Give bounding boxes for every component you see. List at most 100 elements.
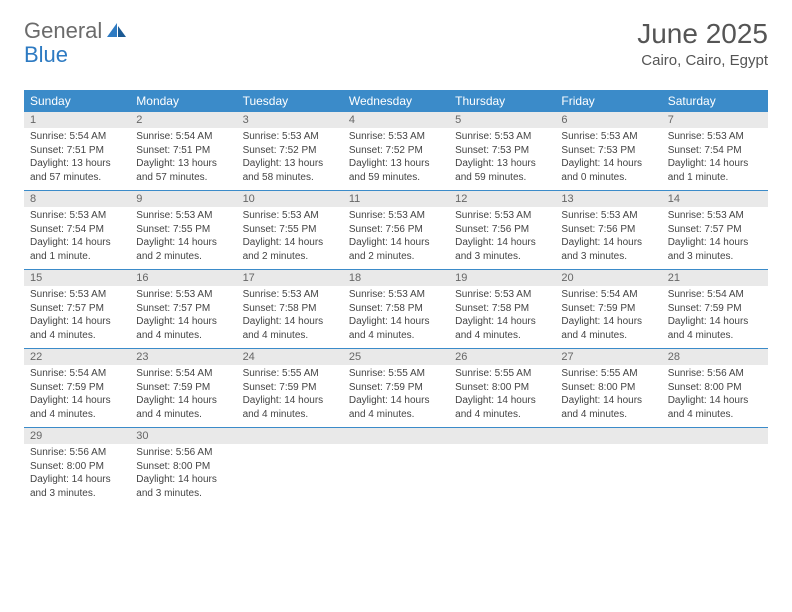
daylight-line: Daylight: 14 hours and 2 minutes.	[136, 236, 230, 263]
day-cell: Sunrise: 5:56 AMSunset: 8:00 PMDaylight:…	[24, 444, 130, 506]
day-number: 18	[343, 270, 449, 286]
day-number: 7	[662, 112, 768, 128]
sunrise-line: Sunrise: 5:53 AM	[668, 209, 762, 223]
day-header-friday: Friday	[555, 90, 661, 112]
sunrise-line: Sunrise: 5:54 AM	[668, 288, 762, 302]
sunset-line: Sunset: 7:58 PM	[349, 302, 443, 316]
sunrise-line: Sunrise: 5:53 AM	[243, 209, 337, 223]
sunrise-line: Sunrise: 5:53 AM	[30, 209, 124, 223]
sunrise-line: Sunrise: 5:53 AM	[349, 130, 443, 144]
daylight-line: Daylight: 14 hours and 3 minutes.	[668, 236, 762, 263]
day-cell	[662, 444, 768, 506]
daylight-line: Daylight: 14 hours and 0 minutes.	[561, 157, 655, 184]
sunrise-line: Sunrise: 5:55 AM	[455, 367, 549, 381]
sunset-line: Sunset: 8:00 PM	[455, 381, 549, 395]
day-number: 3	[237, 112, 343, 128]
day-cell: Sunrise: 5:53 AMSunset: 7:55 PMDaylight:…	[130, 207, 236, 269]
sunset-line: Sunset: 7:51 PM	[30, 144, 124, 158]
calendar: SundayMondayTuesdayWednesdayThursdayFrid…	[24, 90, 768, 506]
logo: General	[24, 18, 132, 44]
day-header-wednesday: Wednesday	[343, 90, 449, 112]
sunrise-line: Sunrise: 5:54 AM	[136, 130, 230, 144]
daylight-line: Daylight: 14 hours and 4 minutes.	[349, 315, 443, 342]
sunset-line: Sunset: 7:59 PM	[243, 381, 337, 395]
sunset-line: Sunset: 8:00 PM	[668, 381, 762, 395]
sunrise-line: Sunrise: 5:53 AM	[455, 209, 549, 223]
sunrise-line: Sunrise: 5:53 AM	[30, 288, 124, 302]
sunrise-line: Sunrise: 5:56 AM	[668, 367, 762, 381]
day-cell	[237, 444, 343, 506]
day-number: 19	[449, 270, 555, 286]
day-number: 25	[343, 349, 449, 365]
day-cell: Sunrise: 5:53 AMSunset: 7:57 PMDaylight:…	[24, 286, 130, 348]
day-number: 12	[449, 191, 555, 207]
daylight-line: Daylight: 14 hours and 3 minutes.	[30, 473, 124, 500]
day-number: 21	[662, 270, 768, 286]
sunrise-line: Sunrise: 5:53 AM	[136, 209, 230, 223]
logo-text-1: General	[24, 18, 102, 44]
logo-sail-icon	[106, 22, 128, 40]
day-number	[343, 428, 449, 444]
sunrise-line: Sunrise: 5:53 AM	[349, 288, 443, 302]
daylight-line: Daylight: 13 hours and 57 minutes.	[30, 157, 124, 184]
daylight-line: Daylight: 13 hours and 59 minutes.	[455, 157, 549, 184]
week-row: 1234567Sunrise: 5:54 AMSunset: 7:51 PMDa…	[24, 112, 768, 191]
day-number: 20	[555, 270, 661, 286]
day-cell: Sunrise: 5:53 AMSunset: 7:52 PMDaylight:…	[343, 128, 449, 190]
day-number: 10	[237, 191, 343, 207]
daylight-line: Daylight: 14 hours and 3 minutes.	[136, 473, 230, 500]
daylight-line: Daylight: 14 hours and 3 minutes.	[455, 236, 549, 263]
day-number	[237, 428, 343, 444]
day-number: 5	[449, 112, 555, 128]
day-number: 6	[555, 112, 661, 128]
day-cell	[555, 444, 661, 506]
day-cell: Sunrise: 5:55 AMSunset: 7:59 PMDaylight:…	[343, 365, 449, 427]
daylight-line: Daylight: 13 hours and 57 minutes.	[136, 157, 230, 184]
day-number: 11	[343, 191, 449, 207]
day-cell: Sunrise: 5:53 AMSunset: 7:55 PMDaylight:…	[237, 207, 343, 269]
sunset-line: Sunset: 7:56 PM	[455, 223, 549, 237]
sunset-line: Sunset: 7:54 PM	[668, 144, 762, 158]
day-cell: Sunrise: 5:54 AMSunset: 7:51 PMDaylight:…	[130, 128, 236, 190]
day-cell: Sunrise: 5:54 AMSunset: 7:59 PMDaylight:…	[24, 365, 130, 427]
day-cell: Sunrise: 5:53 AMSunset: 7:53 PMDaylight:…	[555, 128, 661, 190]
daylight-line: Daylight: 14 hours and 4 minutes.	[30, 394, 124, 421]
day-cell: Sunrise: 5:53 AMSunset: 7:58 PMDaylight:…	[237, 286, 343, 348]
day-cell: Sunrise: 5:55 AMSunset: 7:59 PMDaylight:…	[237, 365, 343, 427]
day-number: 22	[24, 349, 130, 365]
day-cell: Sunrise: 5:56 AMSunset: 8:00 PMDaylight:…	[130, 444, 236, 506]
sunset-line: Sunset: 8:00 PM	[561, 381, 655, 395]
day-number: 29	[24, 428, 130, 444]
sunrise-line: Sunrise: 5:54 AM	[136, 367, 230, 381]
day-number: 27	[555, 349, 661, 365]
sunset-line: Sunset: 7:59 PM	[349, 381, 443, 395]
sunrise-line: Sunrise: 5:54 AM	[30, 367, 124, 381]
sunset-line: Sunset: 7:57 PM	[136, 302, 230, 316]
week-row: 891011121314Sunrise: 5:53 AMSunset: 7:54…	[24, 191, 768, 270]
daylight-line: Daylight: 13 hours and 58 minutes.	[243, 157, 337, 184]
sunset-line: Sunset: 7:56 PM	[349, 223, 443, 237]
sunset-line: Sunset: 7:51 PM	[136, 144, 230, 158]
sunset-line: Sunset: 7:55 PM	[243, 223, 337, 237]
daylight-line: Daylight: 14 hours and 4 minutes.	[455, 315, 549, 342]
day-header-monday: Monday	[130, 90, 236, 112]
sunrise-line: Sunrise: 5:53 AM	[455, 288, 549, 302]
day-number	[555, 428, 661, 444]
daylight-line: Daylight: 13 hours and 59 minutes.	[349, 157, 443, 184]
day-number: 17	[237, 270, 343, 286]
daylight-line: Daylight: 14 hours and 4 minutes.	[455, 394, 549, 421]
day-cell: Sunrise: 5:53 AMSunset: 7:56 PMDaylight:…	[555, 207, 661, 269]
sunrise-line: Sunrise: 5:53 AM	[243, 288, 337, 302]
week-row: 15161718192021Sunrise: 5:53 AMSunset: 7:…	[24, 270, 768, 349]
day-cell: Sunrise: 5:54 AMSunset: 7:51 PMDaylight:…	[24, 128, 130, 190]
title-block: June 2025 Cairo, Cairo, Egypt	[637, 18, 768, 69]
day-number	[662, 428, 768, 444]
daylight-line: Daylight: 14 hours and 4 minutes.	[561, 394, 655, 421]
daylight-line: Daylight: 14 hours and 4 minutes.	[136, 315, 230, 342]
daylight-line: Daylight: 14 hours and 4 minutes.	[668, 394, 762, 421]
sunset-line: Sunset: 7:52 PM	[243, 144, 337, 158]
daylight-line: Daylight: 14 hours and 2 minutes.	[243, 236, 337, 263]
daylight-line: Daylight: 14 hours and 4 minutes.	[668, 315, 762, 342]
sunset-line: Sunset: 7:59 PM	[561, 302, 655, 316]
day-cell: Sunrise: 5:54 AMSunset: 7:59 PMDaylight:…	[662, 286, 768, 348]
